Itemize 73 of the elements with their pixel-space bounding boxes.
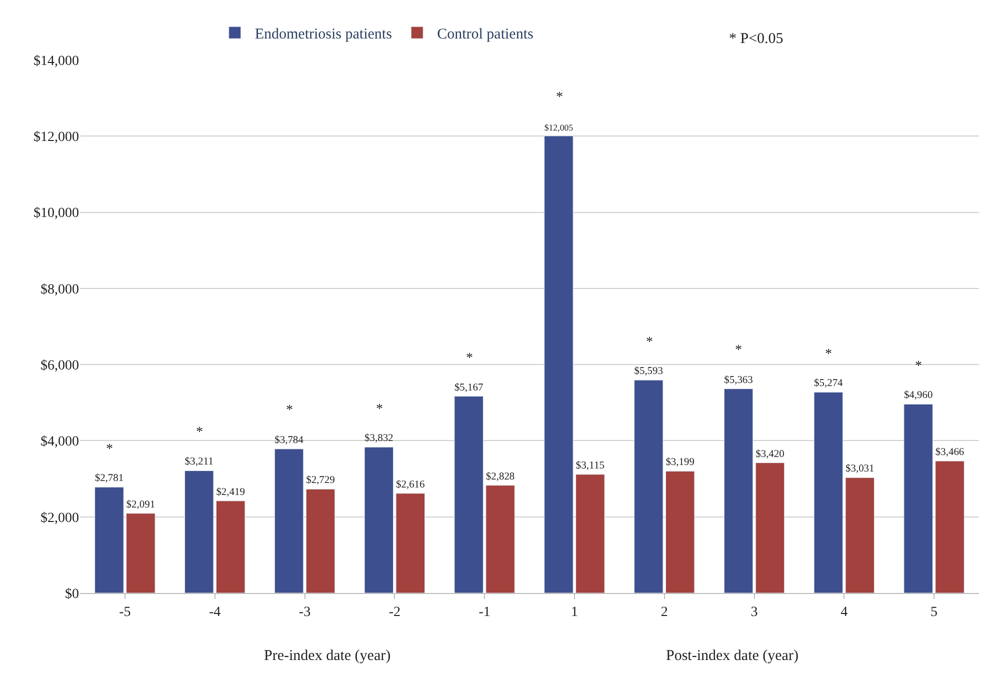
bar: [364, 446, 394, 593]
y-tick-label: $10,000: [34, 206, 79, 222]
bar: [935, 460, 964, 593]
bar: [665, 470, 695, 593]
bar: [845, 477, 875, 593]
x-tick-label: 5: [930, 604, 938, 620]
x-tick-label: -5: [119, 604, 131, 620]
bar: [724, 388, 754, 593]
data-label: $2,828: [486, 471, 515, 482]
annotation: *: [466, 351, 473, 366]
annotation: *: [196, 425, 203, 440]
annotation: *: [735, 343, 742, 358]
x-tick-label: -2: [388, 604, 400, 620]
data-label: $2,616: [396, 479, 425, 490]
x-tick-label: -3: [298, 604, 311, 620]
x-tick-label: 2: [660, 604, 668, 620]
data-label: $5,593: [634, 366, 663, 378]
bar: [94, 486, 124, 593]
text: Pre-index date (year): [264, 648, 391, 664]
data-label: $2,729: [306, 475, 335, 486]
y-tick-label: $0: [65, 586, 79, 602]
bar: [184, 470, 214, 593]
x-tick-label: 1: [570, 604, 578, 620]
data-label: $4,960: [904, 390, 933, 402]
data-label: $2,091: [126, 499, 156, 510]
y-tick-label: $6,000: [40, 358, 79, 374]
bar: [216, 500, 246, 593]
x-tick-label: 3: [750, 604, 758, 620]
annotation: *: [825, 347, 832, 362]
annotation: *: [286, 403, 293, 418]
data-label: $3,420: [756, 448, 784, 460]
data-label: $2,419: [216, 486, 245, 498]
annotation: *: [376, 402, 383, 417]
legend-label: Endometriosis patients: [254, 26, 392, 42]
bar: [634, 380, 664, 593]
annotation: *: [646, 335, 653, 350]
annotation: *: [915, 359, 922, 374]
data-label: $5,274: [814, 378, 844, 390]
x-tick-label: 4: [840, 604, 848, 620]
data-label: $3,466: [935, 447, 964, 458]
data-label: $3,031: [846, 464, 874, 475]
data-label: $3,199: [666, 457, 694, 468]
y-tick-label: $2,000: [40, 510, 79, 526]
legend-label: Control patients: [437, 26, 534, 42]
bar: [274, 448, 304, 593]
bar: [454, 396, 484, 593]
bar: [904, 404, 933, 593]
y-tick-label: $14,000: [34, 54, 79, 69]
annotation: *: [106, 442, 113, 457]
data-label: $3,211: [184, 456, 214, 468]
data-label: $3,115: [576, 460, 605, 472]
data-label: $2,781: [94, 473, 124, 484]
y-tick-label: $8,000: [40, 282, 79, 298]
annotation: *: [556, 90, 563, 105]
bar: [306, 488, 336, 593]
data-label: $5,167: [454, 382, 484, 394]
text: * P<0.05: [729, 31, 784, 47]
bar: [126, 513, 156, 593]
bar: [814, 392, 844, 593]
bar: [576, 474, 605, 593]
text: Post-index date (year): [666, 648, 798, 664]
bar: [396, 493, 426, 593]
x-tick-label: -1: [478, 604, 490, 620]
x-tick-label: -4: [209, 604, 221, 620]
data-label: $3,832: [364, 433, 394, 444]
data-label: $12,005: [544, 122, 574, 132]
bar: [486, 485, 515, 593]
y-tick-label: $12,000: [34, 130, 79, 146]
bar: [755, 462, 785, 593]
bar: [544, 136, 574, 593]
data-label: $5,363: [724, 374, 753, 386]
y-tick-label: $4,000: [40, 434, 79, 450]
data-label: $3,784: [274, 434, 304, 446]
